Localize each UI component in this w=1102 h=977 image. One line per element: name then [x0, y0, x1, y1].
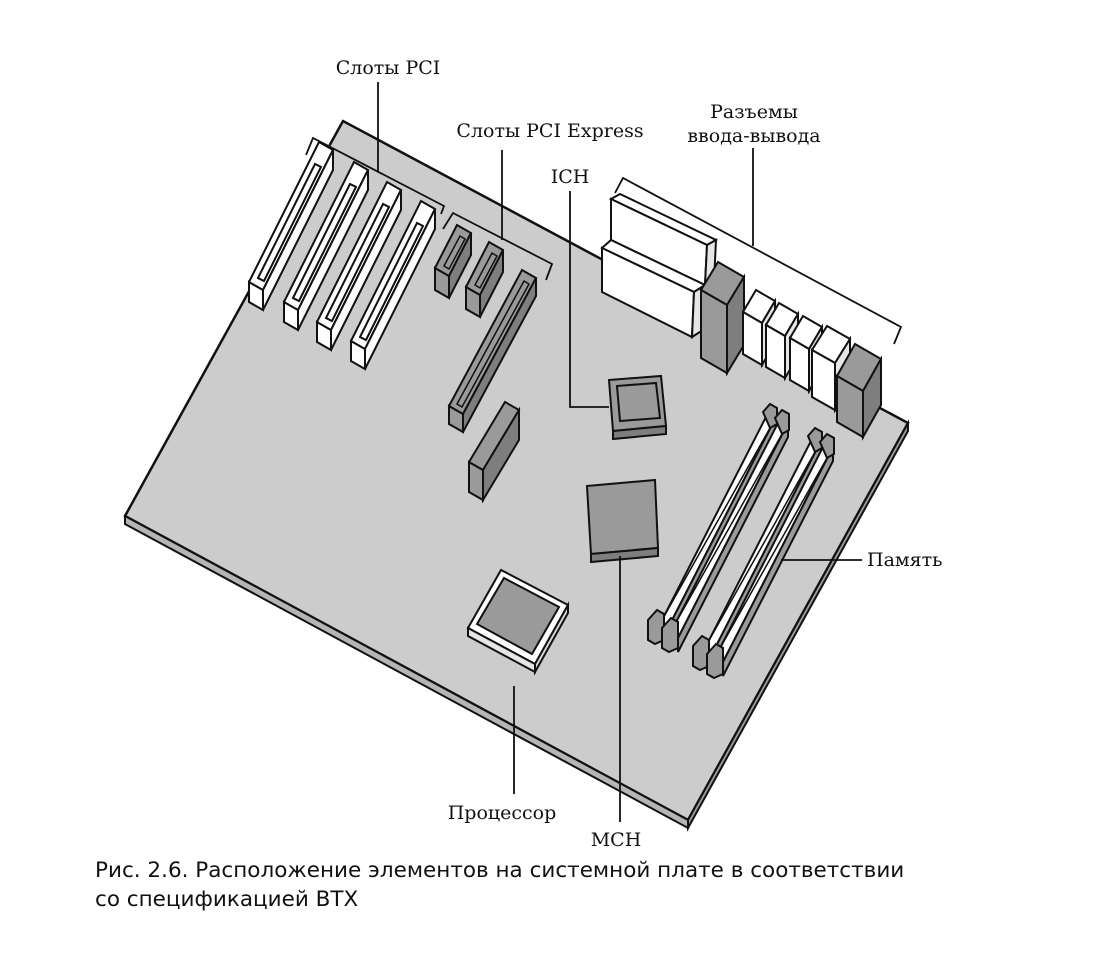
- pci-slots-label: Слоты PCI: [336, 57, 441, 79]
- ich-chip: [607, 374, 668, 441]
- mch-chip: [585, 478, 660, 564]
- system-board: [123, 119, 910, 832]
- cpu-label: Процессор: [448, 802, 557, 824]
- ich-label: ICH: [551, 166, 590, 188]
- figure-caption-line2: со спецификацией BTX: [95, 887, 359, 912]
- pcie-x1-slot: [433, 223, 473, 300]
- io-connectors: [600, 192, 883, 441]
- mch-label: MCH: [591, 829, 642, 851]
- pcie-slot-short: [467, 400, 521, 504]
- figure-caption-line1: Рис. 2.6. Расположение элементов на сист…: [95, 858, 905, 883]
- pcie-x16-slot: [447, 268, 538, 434]
- leader-lines: [377, 82, 862, 822]
- pcie-x1-slot: [464, 240, 505, 319]
- memory-label: Память: [867, 549, 943, 571]
- figure-caption: Рис. 2.6. Расположение элементов на сист…: [95, 856, 1075, 914]
- io-connectors-label-line1: Разъемы: [710, 101, 798, 123]
- memory-modules: [647, 402, 835, 680]
- cpu-socket: [466, 568, 570, 676]
- pci-express-slots-label: Слоты PCI Express: [456, 120, 643, 142]
- io-connectors-label-line2: ввода-вывода: [687, 125, 820, 147]
- pci-express-slots: [433, 223, 538, 504]
